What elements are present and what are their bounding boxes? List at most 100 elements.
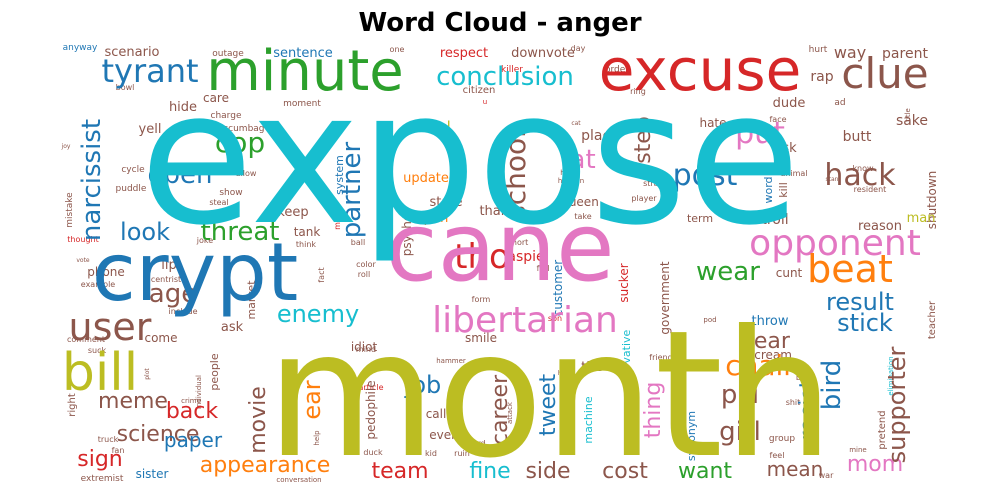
word-pun: pun [424, 211, 449, 226]
word-crypt: crypt [92, 226, 298, 319]
word-include: include [169, 307, 198, 316]
word-pod: pod [703, 316, 716, 324]
word-pedophile: pedophile [364, 380, 378, 439]
word-steal: steal [209, 198, 228, 207]
word-happen: happen [558, 177, 584, 185]
word-back: back [166, 399, 219, 424]
word-threat: threat [201, 217, 280, 247]
word-right: right [67, 393, 78, 417]
word-partner: partner [337, 141, 367, 238]
word-hammer: hammer [436, 357, 466, 365]
word-wear: wear [696, 257, 760, 287]
word-girl: girl [719, 417, 761, 447]
word-open: open [148, 160, 213, 190]
word-aspie: aspie [507, 249, 544, 265]
word-player: player [631, 194, 657, 203]
word-dude: dude [773, 96, 806, 111]
word-result: result [826, 288, 894, 316]
word-machine: machine [582, 396, 595, 444]
word-resident: resident [854, 185, 887, 194]
word-thing: thing [641, 382, 666, 439]
word-scumbag: scumbag [223, 124, 264, 134]
word-take: take [574, 212, 591, 221]
word-age: age [149, 279, 197, 309]
word-form: form [472, 295, 491, 304]
word-feel: feel [770, 451, 785, 460]
word-hat: hat [560, 169, 572, 177]
word-yell: yell [139, 122, 162, 137]
word-book: book [566, 425, 575, 445]
word-fear: fear [746, 329, 791, 354]
word-new: new [166, 132, 181, 140]
word-outage: outage [212, 49, 244, 59]
word-step: step [631, 116, 656, 164]
word-update: update [403, 171, 449, 186]
word-sucker: sucker [617, 263, 631, 302]
word-allow: allow [236, 169, 257, 178]
word-appearance: appearance [200, 453, 331, 478]
word-mistake: mistake [65, 192, 75, 228]
word-individual: individual [195, 375, 203, 409]
word-psycho: psycho [400, 214, 414, 257]
word-know: know [852, 164, 874, 173]
word-plot: plot [144, 368, 151, 380]
word-cop: cop [215, 126, 265, 159]
word-stranger: stranger [643, 179, 678, 188]
word-conservative: conservative [620, 329, 633, 400]
word-supporter: supporter [883, 346, 911, 463]
word-animal: animal [780, 169, 807, 178]
word-lip: lip [161, 258, 176, 273]
word-roll: roll [358, 270, 370, 279]
word-killer: killer [501, 65, 523, 75]
word-tyrant: tyrant [101, 52, 198, 90]
word-guard: guard [462, 439, 485, 448]
word-tweet: tweet [536, 373, 561, 436]
word-puddle: puddle [116, 184, 147, 194]
word-ad: ad [834, 98, 845, 108]
word-tire: tire [581, 360, 603, 375]
word-call: call [426, 407, 447, 421]
word-meme: meme [98, 389, 168, 414]
word-man: man [907, 211, 936, 226]
word-ball: ball [351, 238, 365, 247]
word-group: group [769, 434, 795, 444]
word-school: school [499, 130, 532, 220]
word-hr: hr [558, 370, 565, 377]
word-minute: minute [206, 39, 404, 104]
word-think: think [296, 240, 317, 249]
word-term: term [687, 212, 713, 225]
word-tho: tho [454, 237, 510, 277]
word-charge: charge [211, 111, 242, 121]
word-conversation: conversation [276, 476, 321, 484]
word-reason: reason [858, 219, 902, 234]
word-want: want [678, 459, 732, 484]
word-bird: bird [817, 360, 847, 410]
word-word: word [762, 176, 775, 203]
word-keep: keep [277, 205, 308, 220]
word-bill: bill [62, 343, 138, 403]
word-group: vote joy cat plot hr stan title pod hammer attack… [61, 36, 939, 497]
word-government: government [658, 261, 672, 334]
word-libertarian: libertarian [432, 300, 618, 341]
word-fat: fat [560, 145, 595, 175]
word-order: order [605, 65, 629, 75]
word-sake: sake [896, 113, 928, 129]
word-state: state [430, 195, 463, 210]
word-moron: moron [333, 204, 342, 230]
word-expose: expose [140, 50, 801, 266]
word-fan: fan [112, 446, 125, 455]
word-anyway: anyway [63, 43, 98, 53]
word-need: need [208, 208, 228, 217]
word-ear: ear [298, 380, 326, 419]
word-sister: sister [136, 467, 169, 481]
word-respect: respect [440, 46, 488, 61]
word-ruin: ruin [454, 449, 470, 458]
word-post: post [673, 158, 738, 193]
word-stick: stick [837, 309, 893, 337]
word-truck: truck [98, 435, 119, 444]
word-example: example [81, 280, 116, 289]
word-sign: sign [77, 447, 122, 472]
word-war: war [819, 471, 834, 480]
word-sentence: sentence [273, 46, 333, 61]
word-synonym: synonym [685, 411, 698, 461]
